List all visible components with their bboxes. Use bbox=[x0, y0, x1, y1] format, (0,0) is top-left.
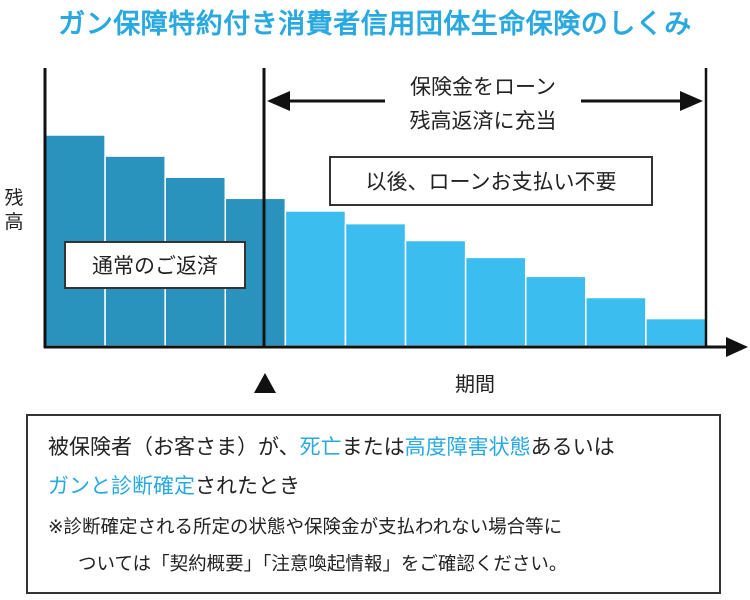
condition-text: あるいは bbox=[530, 435, 615, 459]
condition-line-1: 被保険者（お客さま）が、死亡または高度障害状態あるいは bbox=[48, 428, 703, 467]
condition-death: 死亡 bbox=[299, 435, 342, 459]
insurance-label-line1: 保険金をローン bbox=[410, 75, 556, 99]
balance-bar bbox=[44, 134, 106, 347]
note-line-2: ついては「契約概要」「注意喚起情報」をご確認ください。 bbox=[78, 554, 568, 575]
triangle-up-icon bbox=[254, 373, 276, 393]
balance-bar bbox=[284, 210, 347, 347]
condition-cancer-diagnosis: ガンと診断確定 bbox=[48, 474, 195, 498]
insurance-payout-label: 保険金をローン 残高返済に充当 bbox=[385, 70, 581, 138]
no-payment-callout: 以後、ローンお支払い不要 bbox=[329, 156, 653, 206]
page-title: ガン保障特約付き消費者信用団体生命保険のしくみ bbox=[58, 9, 692, 40]
y-axis-label: 残高 bbox=[4, 187, 24, 233]
balance-bar bbox=[645, 317, 707, 347]
conditions-box: 被保険者（お客さま）が、死亡または高度障害状態あるいは ガンと診断確定されたとき… bbox=[26, 414, 721, 594]
balance-bar bbox=[404, 239, 467, 347]
balance-bar bbox=[464, 256, 527, 347]
condition-text: されたとき bbox=[195, 474, 300, 498]
balance-bar bbox=[344, 222, 407, 347]
x-axis-arrowhead bbox=[726, 337, 748, 357]
condition-text: または bbox=[341, 435, 405, 459]
condition-line-2: ガンと診断確定されたとき bbox=[48, 467, 703, 506]
condition-severe-disability: 高度障害状態 bbox=[404, 435, 531, 459]
insurance-label-line2: 残高返済に充当 bbox=[409, 109, 557, 133]
normal-repayment-callout: 通常のご返済 bbox=[64, 241, 246, 289]
condition-text: 被保険者（お客さま）が、 bbox=[48, 435, 300, 459]
bars-group bbox=[44, 134, 707, 347]
x-axis-label: 期間 bbox=[455, 372, 495, 396]
note-line-1: ※診断確定される所定の状態や保険金が支払われない場合等に bbox=[48, 517, 563, 538]
balance-bar bbox=[524, 275, 587, 347]
balance-bar bbox=[585, 296, 647, 347]
